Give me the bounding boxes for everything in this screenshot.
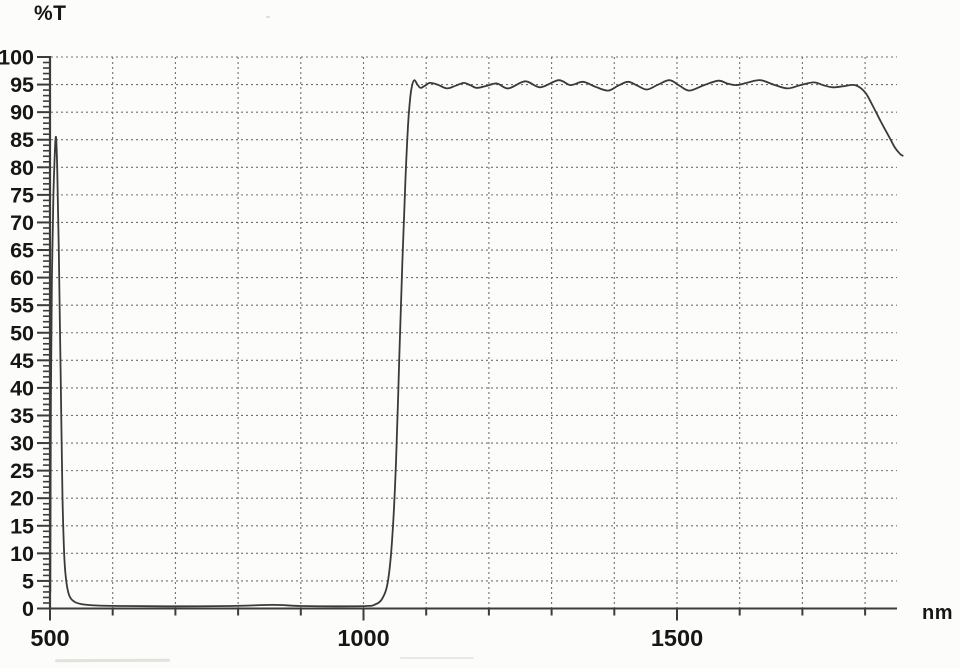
y-tick-label: 55 [10, 294, 34, 318]
x-axis-title: nm [922, 602, 953, 624]
y-tick-label: 85 [10, 128, 34, 152]
y-tick-label: 50 [10, 321, 34, 345]
y-tick-label: 70 [10, 211, 34, 235]
y-tick-label: 15 [10, 514, 34, 538]
y-tick-label: 95 [10, 73, 34, 97]
y-tick-label: 35 [10, 404, 34, 428]
x-tick-label: 1500 [651, 625, 703, 651]
y-tick-label: 80 [10, 156, 34, 180]
y-tick-label: 10 [10, 542, 34, 566]
y-tick-label: 20 [10, 487, 34, 511]
y-tick-label: 25 [10, 459, 34, 483]
y-tick-label: 5 [22, 569, 34, 593]
transmittance-curve [49, 79, 904, 608]
y-tick-label: 45 [10, 349, 34, 373]
y-tick-label: 90 [10, 101, 34, 125]
y-tick-label: 30 [10, 432, 34, 456]
y-tick-label: 40 [10, 376, 34, 400]
x-tick-label: 500 [30, 625, 69, 651]
y-tick-label: 65 [10, 239, 34, 263]
x-tick-label: 1000 [337, 625, 389, 651]
y-tick-label: 75 [10, 183, 34, 207]
y-tick-label: 100 [0, 46, 34, 70]
y-tick-label: 0 [22, 597, 34, 621]
y-axis-title: %T [34, 2, 67, 25]
y-tick-label: 60 [10, 266, 34, 290]
